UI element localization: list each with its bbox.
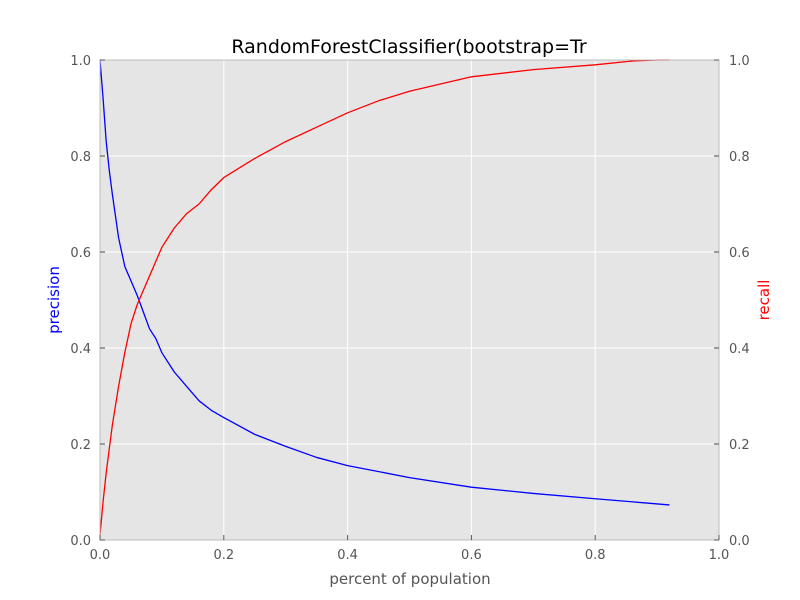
y-axis-title-right: recall [755,280,773,321]
x-tick-label: 0.6 [461,548,482,563]
y-left-tick-label: 0.6 [70,246,91,261]
recall-line [99,59,670,536]
chart-title: RandomForestClassifier(bootstrap=Tr [231,36,586,58]
x-tick-label: 0.0 [90,548,111,563]
y-axis-title-left: precision [45,266,63,334]
precision-line [99,59,670,506]
y-right-tick-label: 0.0 [729,534,750,549]
y-right-tick-label: 0.6 [729,246,750,261]
x-tick-label: 0.8 [585,548,606,563]
y-left-tick-label: 0.4 [70,342,91,357]
x-tick-label: 1.0 [709,548,730,563]
y-right-tick-label: 0.4 [729,342,750,357]
x-tick-label: 0.4 [337,548,358,563]
x-tick-label: 0.2 [213,548,234,563]
plot-background [100,60,719,540]
y-right-tick-label: 0.2 [729,438,750,453]
y-right-tick-label: 0.8 [729,150,750,165]
y-left-tick-label: 0.0 [70,534,91,549]
y-right-tick-label: 1.0 [729,54,750,69]
x-axis-title: percent of population [329,570,490,588]
y-left-tick-label: 0.8 [70,150,91,165]
ticks: 0.0 0.2 0.4 0.6 0.8 1.00.00.20.40.60.81.00.00… [70,54,749,563]
y-left-tick-label: 0.2 [70,438,91,453]
series-lines [99,59,670,536]
plot-frame [99,59,720,541]
y-left-tick-label: 1.0 [70,54,91,69]
